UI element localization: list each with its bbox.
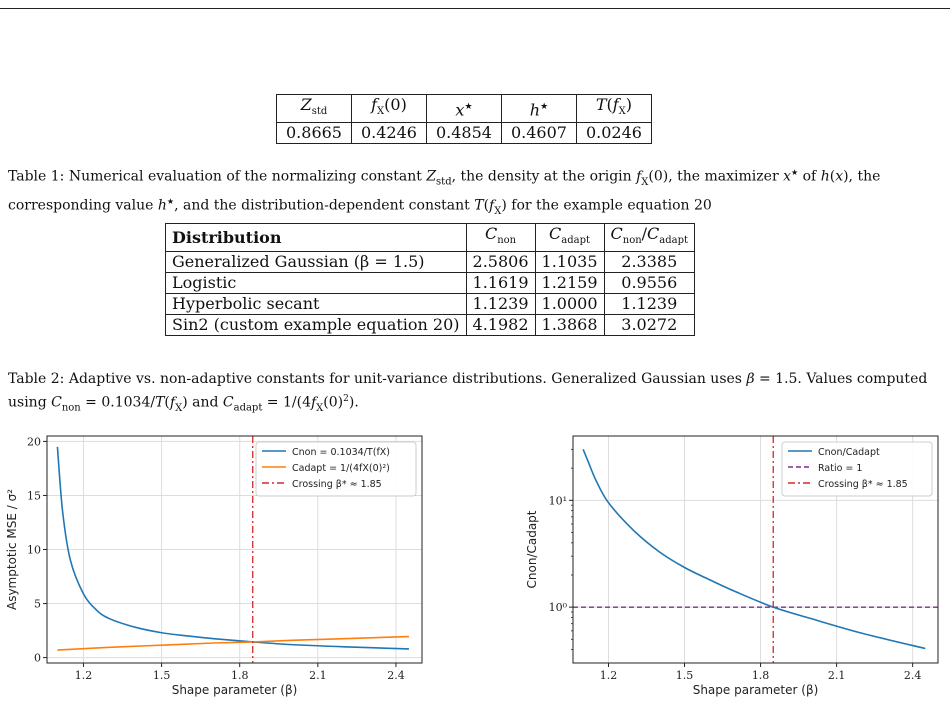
t2-cell: 1.1035 — [534, 251, 605, 274]
t2-cell: 1.3868 — [534, 314, 605, 337]
t2-header-distribution: Distribution — [165, 222, 467, 253]
t1-header-fx0: fX(0) — [350, 93, 427, 124]
figure-mse-vs-beta: 1.2 1.5 1.8 2.1 2.4 0 5 10 15 20 Shape parameter (… — [5, 435, 423, 697]
x-tick-label: 1.8 — [231, 669, 249, 682]
x-tick-label: 1.8 — [752, 669, 770, 682]
y-tick-label: 20 — [27, 435, 41, 448]
t1-cell: 0.4607 — [500, 122, 577, 145]
plot-frame — [572, 435, 939, 664]
t2-cell: 1.1239 — [603, 293, 696, 316]
x-tick-label: 2.4 — [387, 669, 405, 682]
legend-label: Crossing β* ≈ 1.85 — [292, 479, 382, 490]
t2-cell: 2.5806 — [465, 251, 536, 274]
t2-header-cnon: Cnon — [465, 222, 536, 253]
legend-label: Ratio = 1 — [818, 463, 862, 474]
t2-cell-distribution: Sin2 (custom example equation 20) — [165, 314, 467, 337]
x-tick-label: 2.4 — [904, 669, 922, 682]
x-axis-label: Shape parameter (β) — [172, 683, 298, 697]
t1-cell: 0.4246 — [350, 122, 427, 145]
y-axis-label: Asymptotic MSE / σ² — [5, 489, 19, 610]
series-line-1 — [57, 635, 410, 651]
y-tick-label: 5 — [34, 598, 41, 611]
t1-header-zstd: Zstd — [276, 93, 352, 124]
legend-label: Crossing β* ≈ 1.85 — [818, 479, 908, 490]
t2-cell-distribution: Hyperbolic secant — [165, 293, 467, 316]
t2-cell: 1.1239 — [465, 293, 536, 316]
table-2-caption: Table 2: Adaptive vs. non-adaptive const… — [8, 371, 928, 414]
table-1-caption: Table 1: Numerical evaluation of the nor… — [8, 168, 881, 217]
legend-box — [781, 441, 933, 497]
table-1: Zstd fX(0) x★ h★ T(fX) 0.8665 0.4246 0.4… — [276, 93, 652, 145]
legend-label: Cnon = 0.1034/T(fX) — [292, 447, 390, 458]
x-axis-label: Shape parameter (β) — [693, 683, 819, 697]
x-tick-label: 2.1 — [309, 669, 327, 682]
t1-header-xstar: x★ — [425, 93, 502, 124]
y-axis-label: Cnon/Cadapt — [525, 510, 539, 588]
figure-ratio-vs-beta: 1.2 1.5 1.8 2.1 2.4 10⁰ 10¹ Shape parameter (β)… — [525, 435, 939, 697]
table-row: Logistic 1.1619 1.2159 0.9556 — [165, 272, 696, 295]
table-2: Distribution Cnon Cadapt Cnon/Cadapt Gen… — [165, 222, 696, 337]
legend-box — [255, 441, 417, 497]
top-rule — [0, 8, 950, 9]
x-tick-label: 1.2 — [600, 669, 618, 682]
y-tick-label: 10 — [27, 544, 41, 557]
t1-header-tfx: T(fX) — [575, 93, 652, 124]
x-tick-label: 1.5 — [676, 669, 694, 682]
t2-header-cadapt: Cadapt — [534, 222, 605, 253]
t1-cell: 0.4854 — [425, 122, 502, 145]
t2-cell-distribution: Generalized Gaussian (β = 1.5) — [165, 251, 467, 274]
t2-cell: 1.1619 — [465, 272, 536, 295]
y-tick-label: 0 — [34, 652, 41, 665]
legend-label: Cnon/Cadapt — [818, 447, 880, 458]
t2-cell: 3.0272 — [603, 314, 696, 337]
series-line-0 — [56, 446, 410, 650]
t1-cell: 0.8665 — [276, 122, 352, 145]
x-tick-label: 2.1 — [828, 669, 846, 682]
t2-cell: 0.9556 — [603, 272, 696, 295]
series-line-0 — [582, 449, 926, 650]
t2-cell: 1.0000 — [534, 293, 605, 316]
table-row: Generalized Gaussian (β = 1.5) 2.5806 1.… — [165, 251, 696, 274]
t2-cell: 2.3385 — [603, 251, 696, 274]
t1-header-hstar: h★ — [500, 93, 577, 124]
t2-cell: 1.2159 — [534, 272, 605, 295]
x-tick-label: 1.2 — [75, 669, 93, 682]
x-tick-label: 1.5 — [153, 669, 171, 682]
t2-cell: 4.1982 — [465, 314, 536, 337]
y-tick-label: 15 — [27, 489, 41, 502]
y-tick-label: 10⁰ — [549, 601, 568, 614]
table-row: Sin2 (custom example equation 20) 4.1982… — [165, 314, 696, 337]
t1-cell: 0.0246 — [575, 122, 652, 145]
y-tick-label: 10¹ — [549, 494, 567, 507]
t2-cell-distribution: Logistic — [165, 272, 467, 295]
table-row: Hyperbolic secant 1.1239 1.0000 1.1239 — [165, 293, 696, 316]
plot-frame — [46, 435, 423, 664]
legend-label: Cadapt = 1/(4fX(0)²) — [292, 463, 390, 474]
t2-header-ratio: Cnon/Cadapt — [603, 222, 696, 253]
